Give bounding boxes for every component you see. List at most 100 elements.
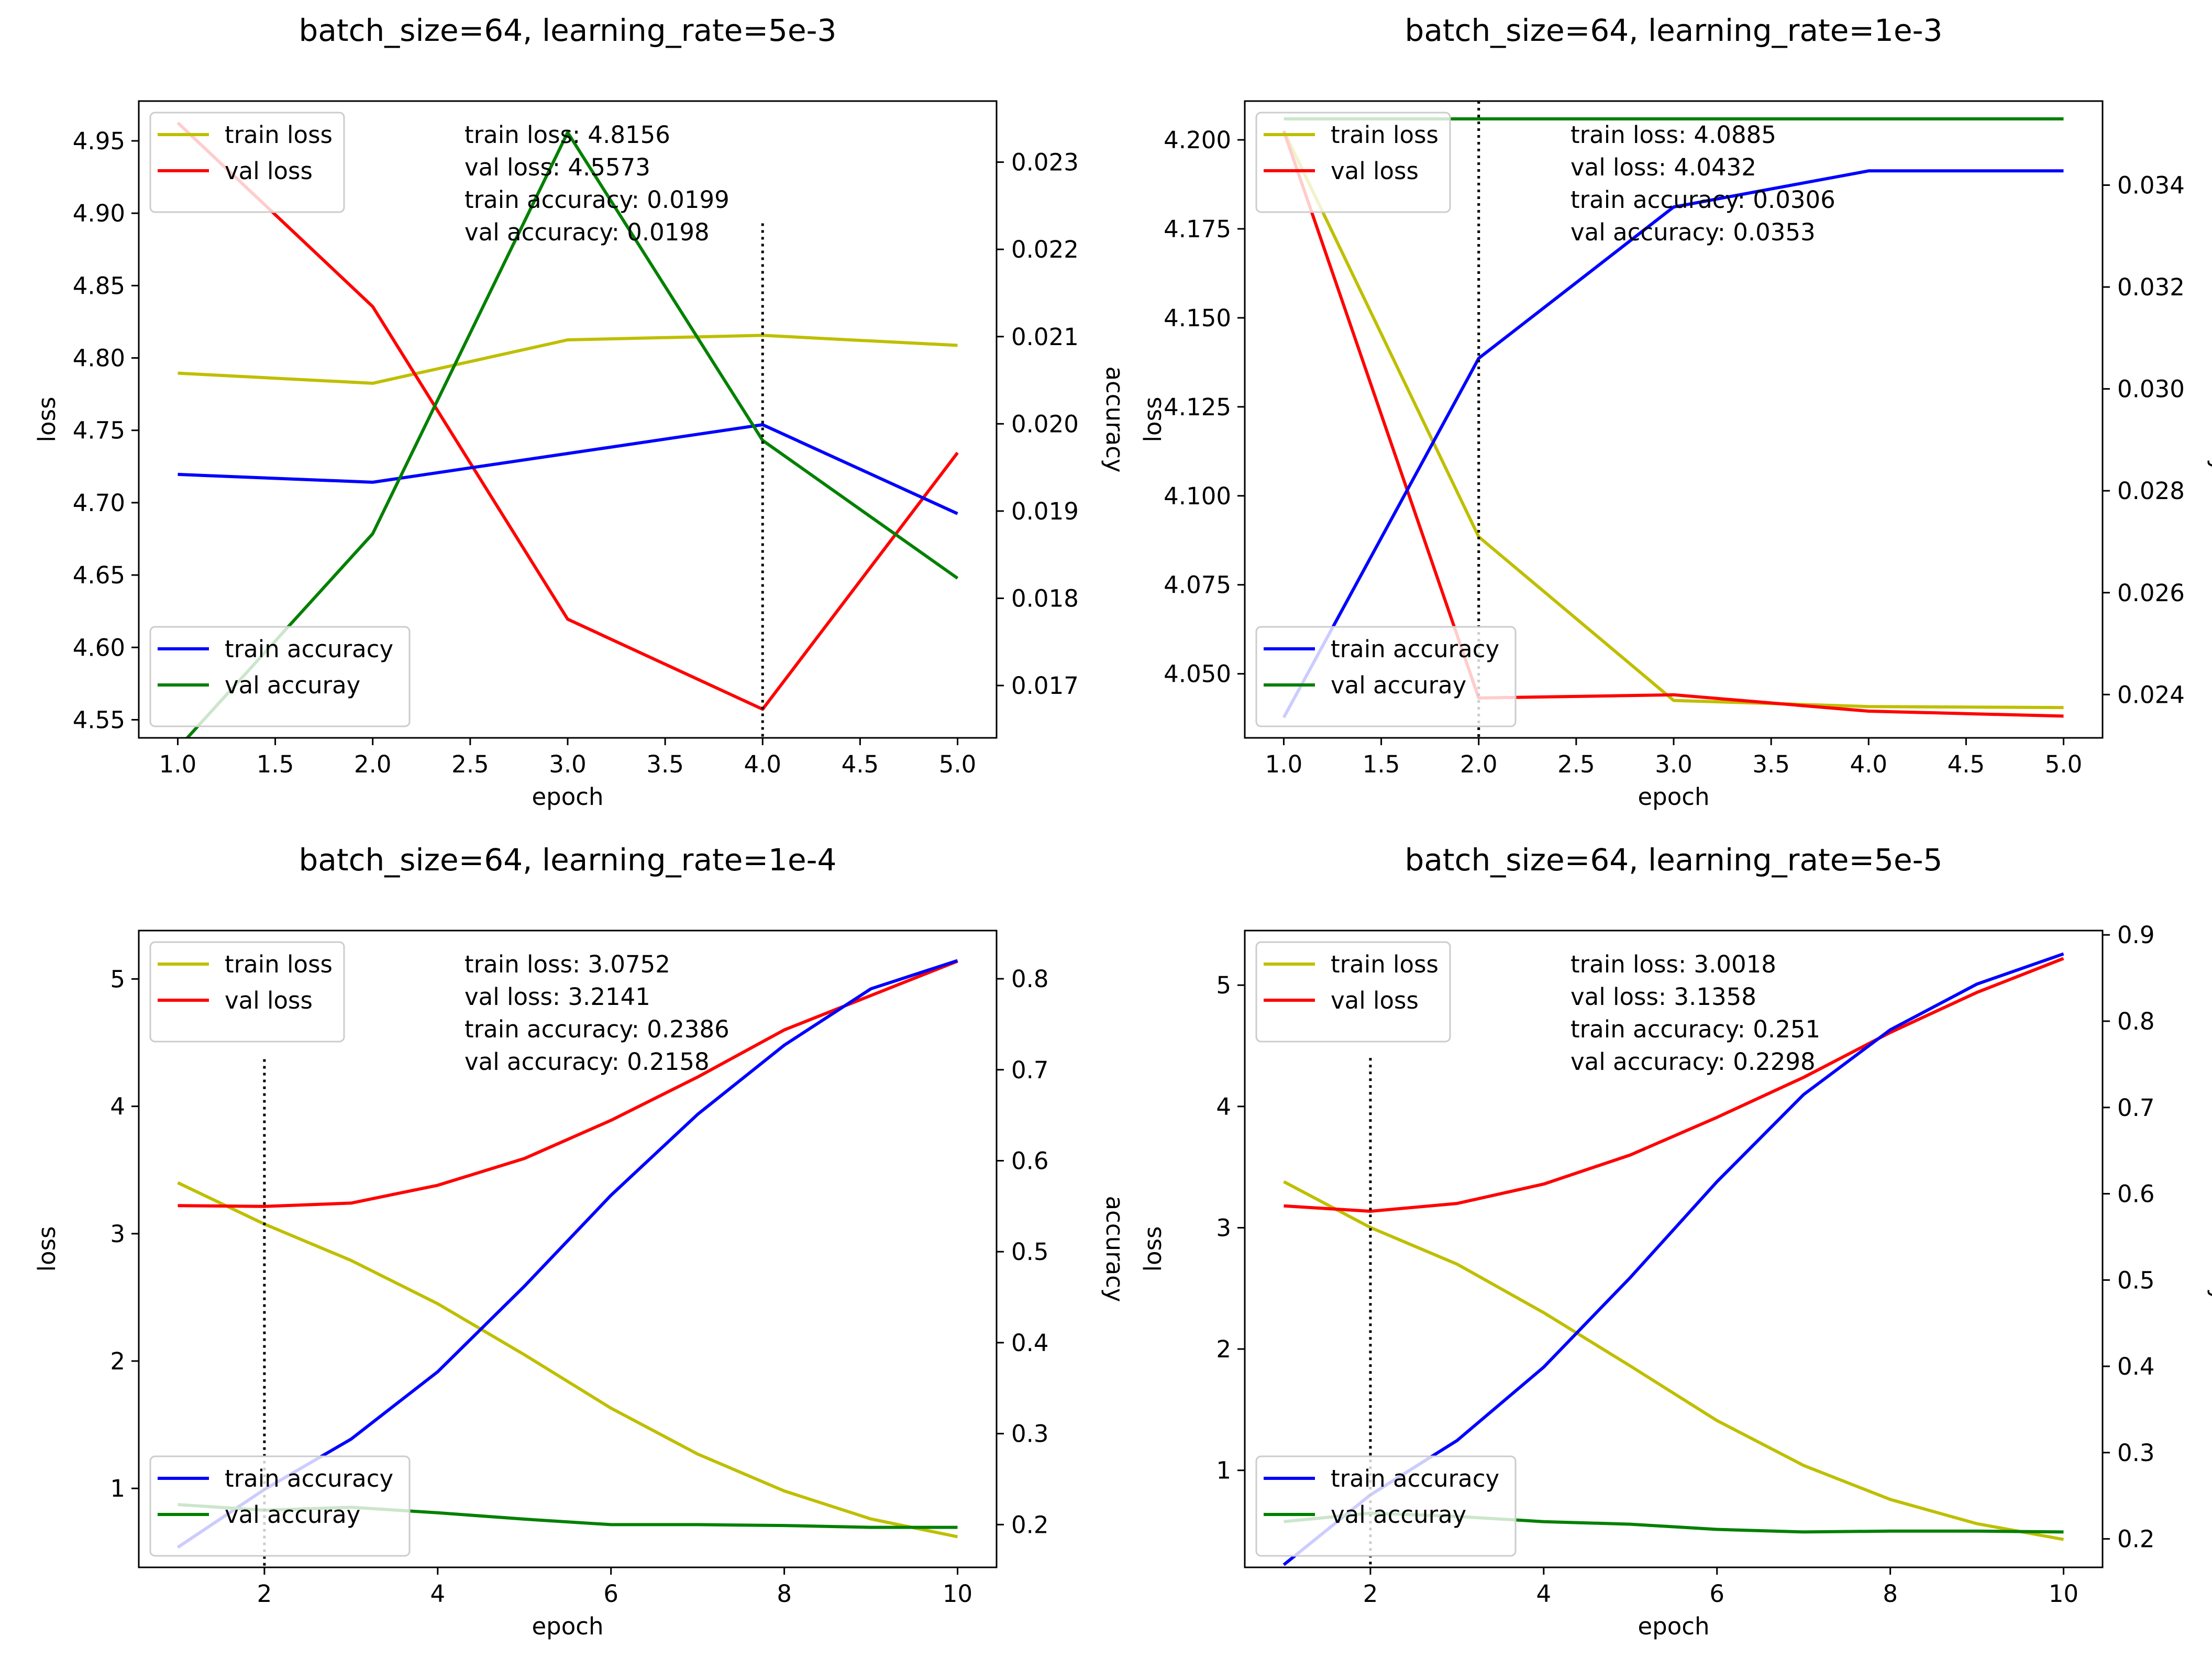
plot-frame <box>1244 930 2104 1568</box>
x-tick-label: 2 <box>1363 1580 1378 1608</box>
x-tick-label: 2.0 <box>354 750 392 778</box>
y2-tick-label: 0.5 <box>2117 1266 2155 1294</box>
legend-label-val-accuray: val accuray <box>225 671 360 699</box>
legend-accuracy: train accuracy val accuray <box>1255 626 1517 727</box>
legend-label-val-loss: val loss <box>225 987 313 1014</box>
x-tick-label: 4.5 <box>1948 750 1985 778</box>
y2-tick-label: 0.8 <box>1011 965 1049 993</box>
y-tick-label: 4.80 <box>73 345 125 372</box>
y2-tick-label: 0.9 <box>2117 921 2155 949</box>
legend-label-train-loss: train loss <box>225 121 333 149</box>
legend-label-val-loss: val loss <box>1331 157 1419 185</box>
annotation-text: train accuracy: 0.0199 <box>464 186 729 214</box>
plot-area <box>1282 101 2064 738</box>
x-tick-label: 3.0 <box>549 750 587 778</box>
x-axis-label: epoch <box>532 1612 603 1640</box>
y2-tick-label: 0.017 <box>1011 672 1079 700</box>
y2-tick-label: 0.023 <box>1011 149 1079 176</box>
legend-label-val-accuray: val accuray <box>1331 1501 1466 1529</box>
y2-tick-label: 0.019 <box>1011 497 1079 525</box>
y2-tick-label: 0.021 <box>1011 323 1079 351</box>
annotation-text: train loss: 3.0018 <box>1570 950 1776 978</box>
x-tick-label: 4 <box>430 1580 445 1608</box>
series-train-loss-line <box>178 334 958 385</box>
y2-tick-label: 0.018 <box>1011 584 1079 612</box>
annotation-text: train accuracy: 0.2386 <box>464 1015 729 1043</box>
legend-label-val-accuray: val accuray <box>225 1501 360 1529</box>
legend-label-train-loss: train loss <box>225 950 333 978</box>
y2-tick-label: 0.8 <box>2117 1008 2155 1035</box>
y-tick-label: 2 <box>110 1347 125 1375</box>
y2-tick-label: 0.2 <box>2117 1525 2155 1553</box>
legend-loss: train loss val loss <box>1255 941 1451 1043</box>
plot-frame <box>138 100 998 739</box>
annotation-text: val loss: 3.1358 <box>1570 983 1756 1011</box>
legend-box <box>149 1455 411 1557</box>
y2-tick-label: 0.030 <box>2117 375 2185 403</box>
chart-panel-2: batch_size=64, learning_rate=1e-3 1.0 1.5 2… <box>1139 13 2212 811</box>
legend-box <box>149 112 345 213</box>
annotation-text: train accuracy: 0.0306 <box>1570 186 1835 214</box>
plot-frame <box>138 930 998 1568</box>
legend-label-val-loss: val loss <box>225 157 313 185</box>
chart-panel-1: batch_size=64, learning_rate=5e-3 1.0 1.5 2… <box>33 13 1129 811</box>
legend-box <box>1255 112 1451 213</box>
x-tick-label: 1.5 <box>257 750 294 778</box>
y-tick-label: 4.70 <box>73 489 125 517</box>
x-axis-label: epoch <box>1638 783 1709 811</box>
x-tick-label: 6 <box>1709 1580 1724 1608</box>
annotation-text: val loss: 4.0432 <box>1570 153 1756 181</box>
y2-tick-label: 0.032 <box>2117 273 2185 301</box>
y2-tick-label: 0.024 <box>2117 681 2185 709</box>
y2-axis-label: accuracy <box>1101 366 1129 472</box>
y2-tick-label: 0.7 <box>1011 1056 1049 1084</box>
y2-tick-label: 0.4 <box>1011 1329 1049 1357</box>
y2-tick-label: 0.6 <box>2117 1180 2155 1208</box>
chart-title: batch_size=64, learning_rate=1e-4 <box>299 842 837 878</box>
chart-title: batch_size=64, learning_rate=1e-3 <box>1405 13 1943 48</box>
chart-panel-3: batch_size=64, learning_rate=1e-4 2 4 6 8 10 e… <box>33 842 1129 1640</box>
legend-label-train-accuracy: train accuracy <box>225 635 393 663</box>
x-tick-label: 6 <box>603 1580 618 1608</box>
y-tick-label: 4.75 <box>73 417 125 445</box>
y-tick-label: 4 <box>1216 1093 1231 1121</box>
legend-label-val-loss: val loss <box>1331 987 1419 1014</box>
y-tick-label: 2 <box>1216 1335 1231 1363</box>
y2-tick-label: 0.022 <box>1011 236 1079 263</box>
y-tick-label: 4.65 <box>73 561 125 589</box>
x-axis-label: epoch <box>1638 1612 1709 1640</box>
x-tick-label: 4.0 <box>1850 750 1887 778</box>
legend-loss: train loss val loss <box>149 112 345 213</box>
annotation-text: train loss: 4.8156 <box>464 121 670 149</box>
y2-tick-label: 0.6 <box>1011 1147 1049 1175</box>
legend-accuracy: train accuracy val accuray <box>149 1455 411 1557</box>
y-tick-label: 4.075 <box>1164 571 1231 599</box>
x-tick-label: 2.5 <box>451 750 489 778</box>
annotation-text: val accuracy: 0.2158 <box>464 1048 710 1076</box>
legend-loss: train loss val loss <box>149 941 345 1043</box>
y2-tick-label: 0.034 <box>2117 172 2185 200</box>
legend-label-train-accuracy: train accuracy <box>1331 1465 1499 1492</box>
y-tick-label: 4.90 <box>73 200 125 227</box>
y2-tick-label: 0.2 <box>1011 1511 1049 1539</box>
x-tick-label: 4.5 <box>842 750 879 778</box>
series-train-loss-line <box>1282 130 2064 710</box>
plot-frame <box>1244 100 2104 739</box>
chart-title: batch_size=64, learning_rate=5e-3 <box>299 13 837 48</box>
annotation-text: val loss: 3.2141 <box>464 983 650 1011</box>
x-tick-label: 3.0 <box>1655 750 1693 778</box>
legend-accuracy: train accuracy val accuray <box>1255 1455 1517 1557</box>
legend-box <box>149 941 345 1043</box>
x-tick-label: 8 <box>777 1580 792 1608</box>
legend-box <box>1255 626 1517 727</box>
legend-box <box>1255 941 1451 1043</box>
y-tick-label: 4.050 <box>1164 660 1231 688</box>
annotation-text: val accuracy: 0.0353 <box>1570 218 1816 246</box>
x-tick-label: 3.5 <box>1752 750 1790 778</box>
legend-label-train-accuracy: train accuracy <box>225 1465 393 1492</box>
y-tick-label: 1 <box>110 1475 125 1502</box>
legend-label-train-loss: train loss <box>1331 121 1439 149</box>
y-tick-label: 4.95 <box>73 127 125 155</box>
y-tick-label: 4.150 <box>1164 304 1231 332</box>
